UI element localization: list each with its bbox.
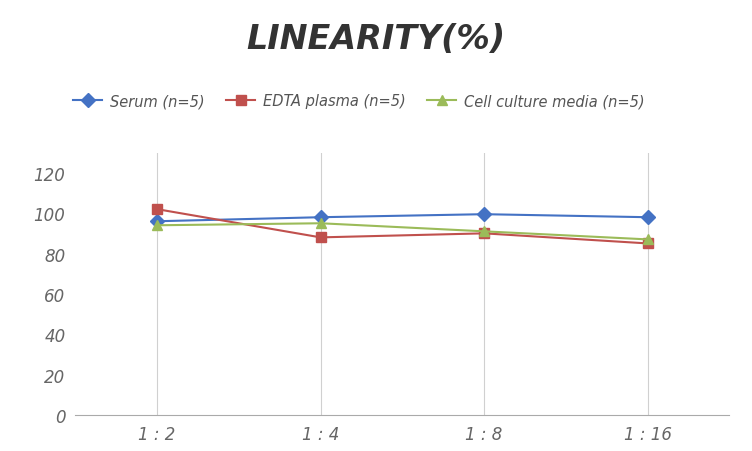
Serum (n=5) — [153, 219, 162, 225]
Line: EDTA plasma (n=5): EDTA plasma (n=5) — [152, 205, 653, 249]
Cell culture media (n=5) — [316, 221, 325, 226]
Cell culture media (n=5) — [153, 223, 162, 229]
Cell culture media (n=5) — [480, 229, 489, 235]
Serum (n=5) — [480, 212, 489, 217]
EDTA plasma (n=5) — [480, 231, 489, 236]
Serum (n=5) — [643, 215, 652, 221]
Cell culture media (n=5) — [643, 237, 652, 243]
Serum (n=5) — [316, 215, 325, 221]
Line: Serum (n=5): Serum (n=5) — [152, 210, 653, 226]
Legend: Serum (n=5), EDTA plasma (n=5), Cell culture media (n=5): Serum (n=5), EDTA plasma (n=5), Cell cul… — [68, 88, 650, 115]
EDTA plasma (n=5) — [316, 235, 325, 240]
Line: Cell culture media (n=5): Cell culture media (n=5) — [152, 219, 653, 245]
EDTA plasma (n=5) — [153, 207, 162, 212]
Text: LINEARITY(%): LINEARITY(%) — [247, 23, 505, 55]
EDTA plasma (n=5) — [643, 241, 652, 247]
